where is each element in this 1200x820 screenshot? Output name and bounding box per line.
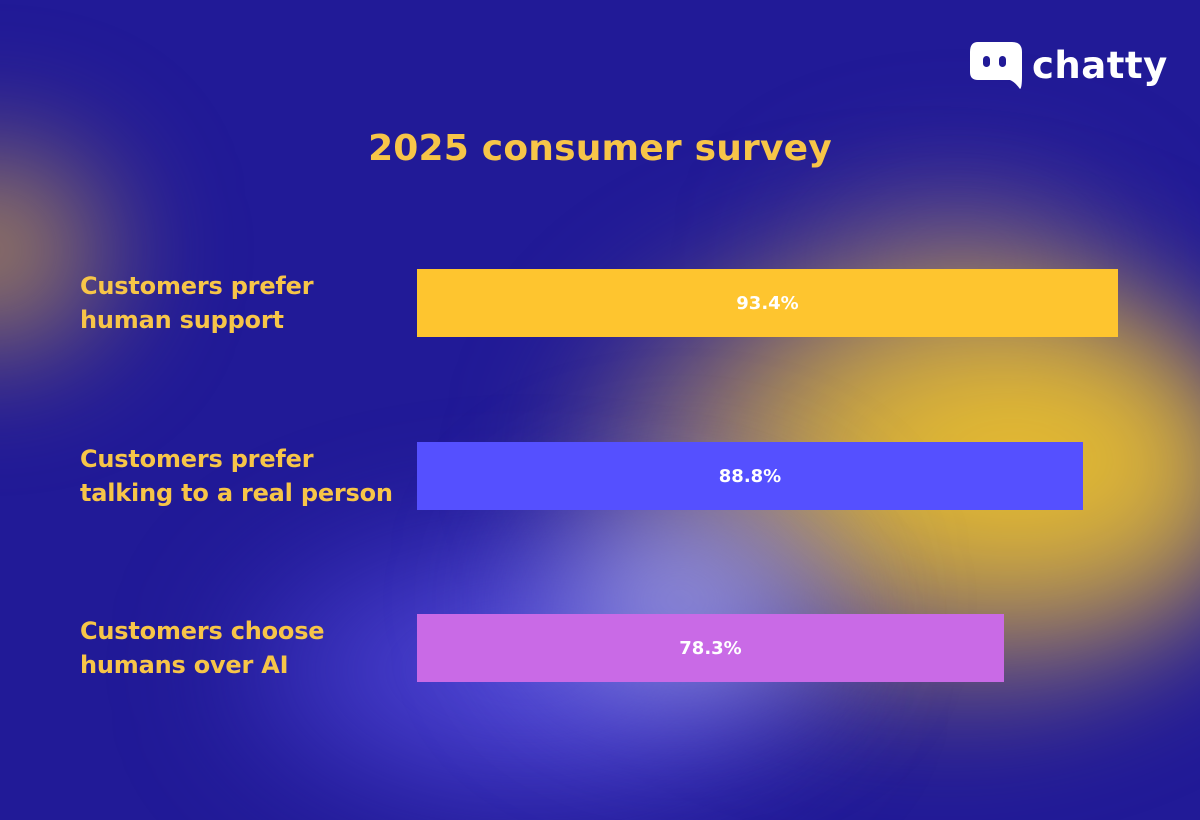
category-label-line: humans over AI (80, 651, 289, 679)
bar-value-label: 88.8% (718, 465, 782, 487)
category-label-line: Customers prefer (80, 445, 314, 473)
category-label-line: Customers prefer (80, 272, 314, 300)
bar: 78.3% (417, 614, 1004, 682)
chart-title: 2025 consumer survey (0, 128, 1200, 169)
category-label-line: talking to a real person (80, 479, 393, 507)
bar-value-label: 93.4% (736, 292, 799, 314)
category-label: Customers prefer talking to a real person (80, 442, 393, 510)
bar-value-label: 78.3% (679, 637, 742, 659)
brand-logo: chatty (968, 40, 1168, 90)
category-label: Customers choose humans over AI (80, 614, 325, 682)
bar: 88.8% (417, 442, 1083, 510)
bar: 93.4% (417, 269, 1118, 337)
chart-title-text: 2025 consumer survey (368, 128, 832, 169)
chat-bubble-icon (970, 42, 1022, 89)
brand-name: chatty (1032, 43, 1168, 87)
category-label-line: human support (80, 306, 284, 334)
category-label: Customers prefer human support (80, 269, 314, 337)
category-label-line: Customers choose (80, 617, 325, 645)
